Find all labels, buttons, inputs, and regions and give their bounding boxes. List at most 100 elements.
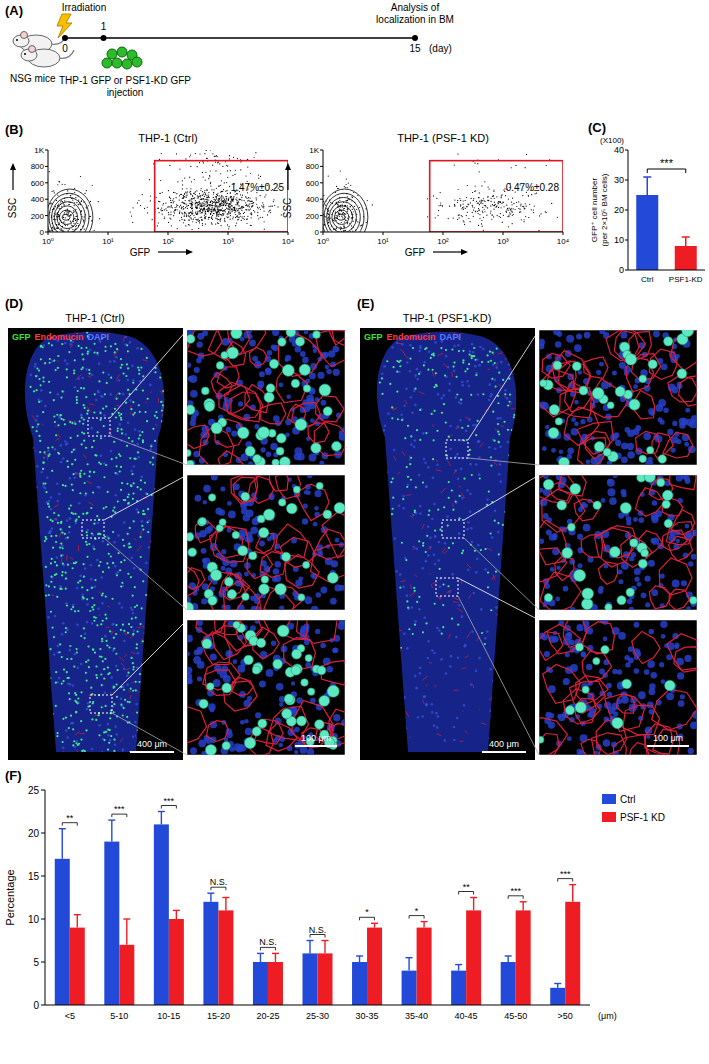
event-dot bbox=[217, 211, 218, 212]
dapi-signal bbox=[97, 391, 100, 394]
event-dot bbox=[351, 225, 352, 226]
event-dot bbox=[333, 229, 334, 230]
dapi-signal bbox=[24, 505, 27, 508]
event-dot bbox=[336, 202, 337, 203]
event-dot bbox=[228, 200, 229, 201]
dapi-signal bbox=[167, 513, 170, 516]
event-dot bbox=[433, 195, 434, 196]
event-dot bbox=[462, 216, 463, 217]
dapi-signal bbox=[27, 491, 30, 494]
event-dot bbox=[71, 223, 72, 224]
event-dot bbox=[493, 191, 494, 192]
dapi-signal bbox=[26, 465, 29, 468]
event-dot bbox=[518, 201, 519, 202]
event-dot bbox=[226, 200, 227, 201]
event-dot bbox=[238, 219, 239, 220]
dapi-signal bbox=[113, 360, 116, 363]
event-dot bbox=[345, 230, 346, 231]
event-dot bbox=[186, 215, 187, 216]
event-dot bbox=[191, 208, 192, 209]
event-dot bbox=[219, 212, 220, 213]
event-dot bbox=[67, 215, 68, 216]
event-dot bbox=[239, 199, 240, 200]
event-dot bbox=[58, 227, 59, 228]
event-dot bbox=[328, 225, 329, 226]
event-dot bbox=[83, 202, 84, 203]
y-tick-label: 400 bbox=[31, 195, 45, 204]
event-dot bbox=[525, 203, 526, 204]
dapi-signal bbox=[72, 684, 75, 687]
event-dot bbox=[484, 200, 485, 201]
event-dot bbox=[207, 201, 208, 202]
x-tick bbox=[323, 232, 324, 235]
dapi-signal bbox=[51, 527, 54, 530]
dapi-signal bbox=[64, 440, 67, 443]
event-dot bbox=[199, 162, 200, 163]
event-dot bbox=[76, 212, 77, 213]
dapi-signal bbox=[161, 659, 164, 662]
density-contour bbox=[59, 210, 73, 224]
event-dot bbox=[195, 153, 196, 154]
event-dot bbox=[231, 200, 232, 201]
event-dot bbox=[482, 212, 483, 213]
event-dot bbox=[463, 204, 464, 205]
event-dot bbox=[511, 208, 512, 209]
density-contour bbox=[57, 206, 78, 229]
event-dot bbox=[67, 210, 68, 211]
event-dot bbox=[205, 213, 206, 214]
event-dot bbox=[176, 193, 177, 194]
event-dot bbox=[483, 230, 484, 231]
event-dot bbox=[197, 195, 198, 196]
event-dot bbox=[228, 213, 229, 214]
event-dot bbox=[240, 213, 241, 214]
event-dot bbox=[72, 193, 73, 194]
event-dot bbox=[343, 224, 344, 225]
event-dot bbox=[201, 199, 202, 200]
event-dot bbox=[76, 225, 77, 226]
event-dot bbox=[54, 227, 55, 228]
event-dot bbox=[347, 208, 348, 209]
event-dot bbox=[222, 196, 223, 197]
event-dot bbox=[220, 192, 221, 193]
dapi-signal bbox=[76, 667, 79, 670]
dapi-signal bbox=[19, 410, 22, 413]
event-dot bbox=[229, 158, 230, 159]
event-dot bbox=[53, 227, 54, 228]
event-dot bbox=[458, 189, 459, 190]
event-dot bbox=[213, 213, 214, 214]
event-dot bbox=[239, 199, 240, 200]
event-dot bbox=[93, 230, 94, 231]
event-dot bbox=[245, 209, 246, 210]
event-dot bbox=[56, 200, 57, 201]
event-dot bbox=[170, 218, 171, 219]
event-dot bbox=[264, 229, 265, 230]
event-dot bbox=[228, 212, 229, 213]
event-dot bbox=[512, 208, 513, 209]
event-dot bbox=[258, 218, 259, 219]
dapi-signal bbox=[25, 528, 28, 531]
event-dot bbox=[338, 223, 339, 224]
event-dot bbox=[83, 221, 84, 222]
event-dot bbox=[241, 220, 242, 221]
event-dot bbox=[347, 218, 348, 219]
dapi-signal bbox=[78, 502, 81, 505]
event-dot bbox=[473, 209, 474, 210]
dapi-signal bbox=[59, 585, 62, 588]
dapi-signal bbox=[36, 415, 39, 418]
event-dot bbox=[482, 203, 483, 204]
event-dot bbox=[270, 212, 271, 213]
dapi-signal bbox=[138, 430, 141, 433]
event-dot bbox=[180, 194, 181, 195]
event-dot bbox=[207, 208, 208, 209]
event-dot bbox=[342, 213, 343, 214]
dapi-signal bbox=[62, 457, 65, 460]
event-dot bbox=[161, 210, 162, 211]
event-dot bbox=[204, 205, 205, 206]
event-dot bbox=[251, 212, 252, 213]
event-dot bbox=[206, 202, 207, 203]
event-dot bbox=[327, 222, 328, 223]
event-dot bbox=[221, 195, 222, 196]
event-dot bbox=[231, 206, 232, 207]
dapi-signal bbox=[167, 558, 170, 561]
event-dot bbox=[203, 205, 204, 206]
